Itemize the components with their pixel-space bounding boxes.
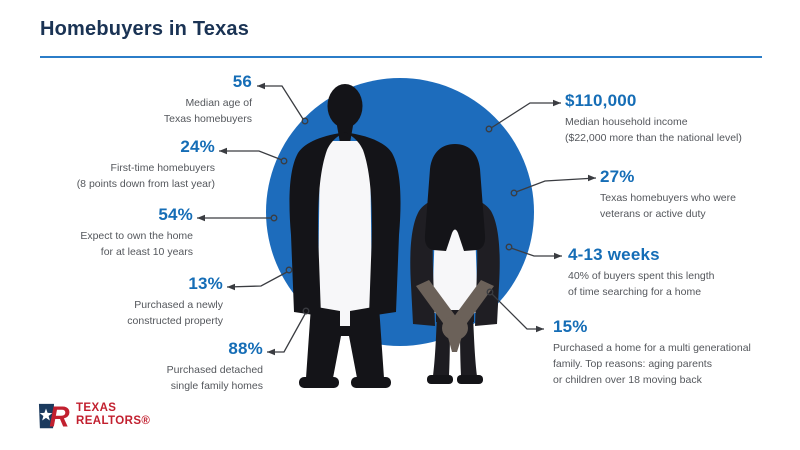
svg-text:R: R — [49, 400, 70, 432]
stat-caption-line: Expect to own the home — [80, 230, 193, 242]
stat-value: 13% — [188, 274, 223, 293]
stat-value: 54% — [158, 205, 193, 224]
stat-caption-line: veterans or active duty — [600, 208, 706, 220]
stat-detached-homes: 88% Purchased detached single family hom… — [167, 339, 263, 394]
stat-caption-line: Median household income — [565, 116, 688, 128]
stat-median-age: 56 Median age of Texas homebuyers — [164, 72, 252, 127]
logo-line-realtors: REALTORS® — [76, 415, 151, 427]
stat-caption-line: Median age of — [185, 97, 252, 109]
stat-caption-line: for at least 10 years — [100, 246, 193, 258]
stat-caption-line: Purchased detached — [166, 364, 263, 376]
stat-caption-line: single family homes — [170, 380, 263, 392]
texas-realtors-logo: R TEXAS REALTORS® — [38, 400, 150, 434]
stat-value: 27% — [600, 167, 635, 186]
stat-caption-line: family. Top reasons: aging parents — [553, 358, 712, 370]
page-title: Homebuyers in Texas — [40, 18, 250, 40]
stat-median-income: $110,000 Median household income ($22,00… — [565, 91, 742, 146]
stat-own-ten-years: 54% Expect to own the home for at least … — [80, 205, 193, 260]
stat-caption-line: (8 points down from last year) — [76, 178, 215, 190]
stat-caption-line: Texas homebuyers — [163, 113, 252, 125]
stat-first-time-buyers: 24% First-time homebuyers (8 points down… — [77, 137, 215, 192]
stat-search-time: 4-13 weeks 40% of buyers spent this leng… — [568, 245, 715, 300]
stat-caption-line: 40% of buyers spent this length — [568, 270, 715, 282]
stat-caption-line: constructed property — [127, 315, 223, 327]
stat-caption-line: ($22,000 more than the national level) — [565, 132, 742, 144]
stat-caption-line: First-time homebuyers — [110, 162, 215, 174]
stat-value: 56 — [232, 72, 252, 91]
stat-caption-line: or children over 18 moving back — [553, 374, 702, 386]
stat-caption-line: of time searching for a home — [568, 286, 702, 298]
logo-line-texas: TEXAS — [76, 402, 117, 414]
leader-lines — [197, 82, 597, 356]
logo-wordmark: TEXAS REALTORS® — [76, 402, 150, 428]
stat-value: $110,000 — [565, 91, 637, 110]
title-underline — [40, 56, 762, 58]
stat-caption-line: Purchased a home for a multi generationa… — [553, 342, 751, 354]
woman-silhouette-icon — [410, 144, 500, 384]
stat-multigenerational: 15% Purchased a home for a multi generat… — [553, 317, 751, 388]
texas-realtors-mark-icon: R — [38, 400, 70, 432]
stat-caption-line: Texas homebuyers who were — [600, 192, 736, 204]
stat-caption-line: Purchased a newly — [134, 299, 223, 311]
stat-veterans: 27% Texas homebuyers who were veterans o… — [600, 167, 736, 222]
stat-value: 24% — [180, 137, 215, 156]
stat-value: 4-13 weeks — [568, 245, 660, 264]
stat-new-construction: 13% Purchased a newly constructed proper… — [127, 274, 223, 329]
man-silhouette-icon — [289, 84, 401, 388]
stat-value: 15% — [553, 317, 588, 336]
stat-value: 88% — [228, 339, 263, 358]
